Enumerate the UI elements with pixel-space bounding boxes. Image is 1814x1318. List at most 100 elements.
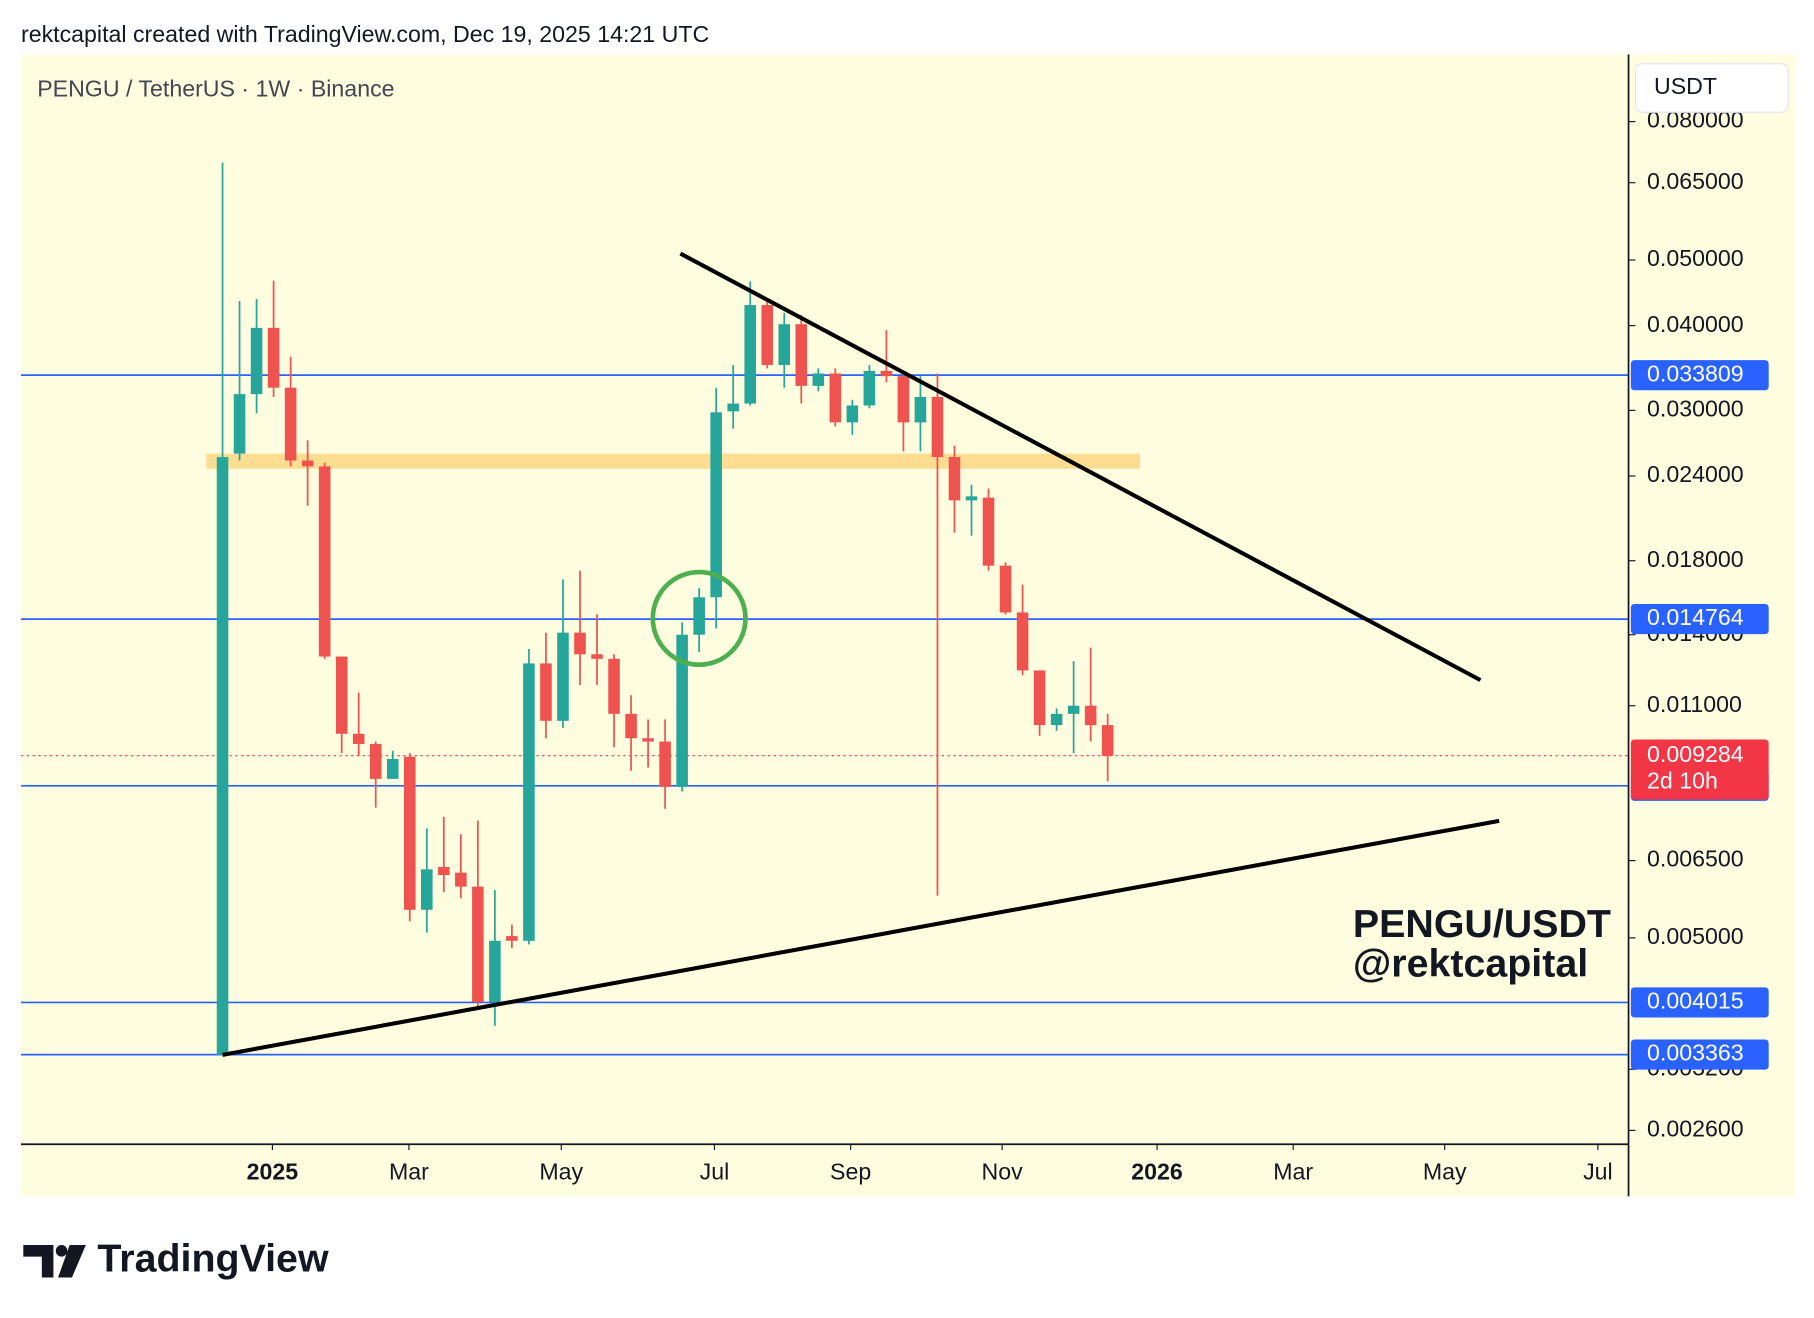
logo-icon: [58, 1245, 86, 1278]
chart-title: PENGU / TetherUS · 1W · Binance: [37, 75, 394, 101]
candle-body: [438, 867, 450, 875]
candle-body: [369, 743, 382, 779]
candle-body: [1050, 713, 1063, 726]
y-tick-label: 0.002600: [1647, 1115, 1744, 1141]
trendline: [679, 251, 1482, 682]
candle-body: [386, 758, 399, 779]
level-label: 0.014764: [1647, 604, 1744, 630]
candle-body: [829, 373, 842, 423]
candle-body: [489, 940, 501, 1003]
brand: TradingView: [97, 1237, 329, 1281]
candle-body: [846, 405, 859, 423]
candle-body: [216, 457, 229, 1055]
y-tick-label: 0.005000: [1647, 923, 1744, 949]
y-tick-label: 0.050000: [1647, 245, 1744, 271]
x-tick-label: 2025: [247, 1158, 299, 1184]
candle-body: [318, 466, 331, 657]
x-tick-label: Mar: [389, 1158, 429, 1184]
y-tick-label: 0.040000: [1647, 311, 1744, 337]
candle-body: [301, 460, 314, 467]
candle-body: [693, 597, 705, 635]
candle-body: [1033, 670, 1046, 726]
x-tick-label: Jul: [1583, 1158, 1613, 1184]
candle-body: [472, 886, 484, 1003]
logo-icon: [55, 1245, 68, 1257]
last-price-box: [1630, 739, 1769, 800]
candle-body: [795, 324, 808, 386]
candle-body: [999, 565, 1012, 613]
candle-body: [335, 656, 348, 734]
countdown: 2d 10h: [1647, 767, 1718, 793]
candle-body: [727, 403, 739, 412]
level-label-box: [1630, 604, 1769, 635]
watermark: @rektcapital: [1353, 941, 1588, 985]
currency-button[interactable]: [1634, 63, 1789, 113]
level-label-box: [1630, 987, 1769, 1018]
level-label: 0.033809: [1647, 360, 1744, 386]
candle-body: [421, 869, 433, 910]
candle-body: [608, 658, 620, 714]
candle-body: [403, 756, 416, 910]
candle-body: [267, 327, 280, 388]
y-tick-label: 0.030000: [1647, 395, 1744, 421]
candle-body: [761, 305, 774, 365]
candle-body: [574, 632, 586, 655]
level-label: 0.004015: [1647, 988, 1744, 1014]
x-tick-label: Mar: [1273, 1158, 1313, 1184]
candle-body: [1016, 612, 1029, 671]
candle-body: [948, 457, 961, 501]
candle-body: [233, 394, 246, 454]
y-tick-label: 0.024000: [1647, 461, 1744, 487]
candle-body: [676, 634, 688, 787]
footer-logo: TradingView: [23, 1237, 329, 1281]
candle-body: [352, 733, 365, 744]
last-price-label: 0.009284: [1647, 741, 1744, 767]
candle-body: [931, 396, 944, 458]
candle-body: [523, 663, 535, 941]
candle-body: [982, 497, 995, 566]
y-tick-label: 0.006500: [1647, 846, 1744, 872]
candle-body: [625, 713, 637, 739]
level-label-box: [1630, 360, 1769, 391]
x-tick-label: May: [539, 1158, 583, 1184]
x-tick-label: 2026: [1131, 1158, 1183, 1184]
candle-body: [1067, 705, 1080, 714]
candle-body: [284, 387, 297, 461]
y-tick-label: 0.018000: [1647, 546, 1744, 572]
candle-body: [914, 396, 927, 423]
candle-body: [812, 373, 825, 386]
candle-body: [455, 872, 467, 887]
x-tick-label: Nov: [982, 1158, 1024, 1184]
candle-body: [897, 376, 910, 423]
candle-body: [557, 632, 569, 721]
credit: rektcapital created with TradingView.com…: [21, 21, 709, 47]
zone: [206, 453, 1141, 469]
candle-body: [1084, 705, 1097, 726]
chart-background: [20, 54, 1796, 1197]
currency: USDT: [1654, 73, 1717, 99]
candle-body: [642, 738, 654, 742]
candle-body: [880, 370, 893, 377]
candle-body: [506, 936, 518, 941]
level-label-box: [1630, 1039, 1769, 1070]
logo-icon: [23, 1245, 54, 1278]
x-tick-label: Jul: [700, 1158, 730, 1184]
watermark: PENGU/USDT: [1353, 902, 1611, 946]
level-label: 0.003363: [1647, 1040, 1744, 1066]
x-tick-label: May: [1423, 1158, 1467, 1184]
candle-body: [1101, 725, 1114, 756]
candle-body: [591, 654, 603, 659]
highlight-circle: [650, 569, 748, 668]
candle-body: [863, 370, 876, 406]
y-tick-label: 0.011000: [1647, 691, 1742, 717]
candle-body: [778, 324, 791, 365]
candle-body: [744, 305, 757, 404]
candle-body: [659, 741, 671, 787]
y-tick-label: 0.065000: [1647, 168, 1744, 194]
x-tick-label: Sep: [830, 1158, 871, 1184]
candle-body: [250, 327, 263, 395]
trendline: [222, 818, 1500, 1057]
candle-body: [540, 663, 552, 721]
